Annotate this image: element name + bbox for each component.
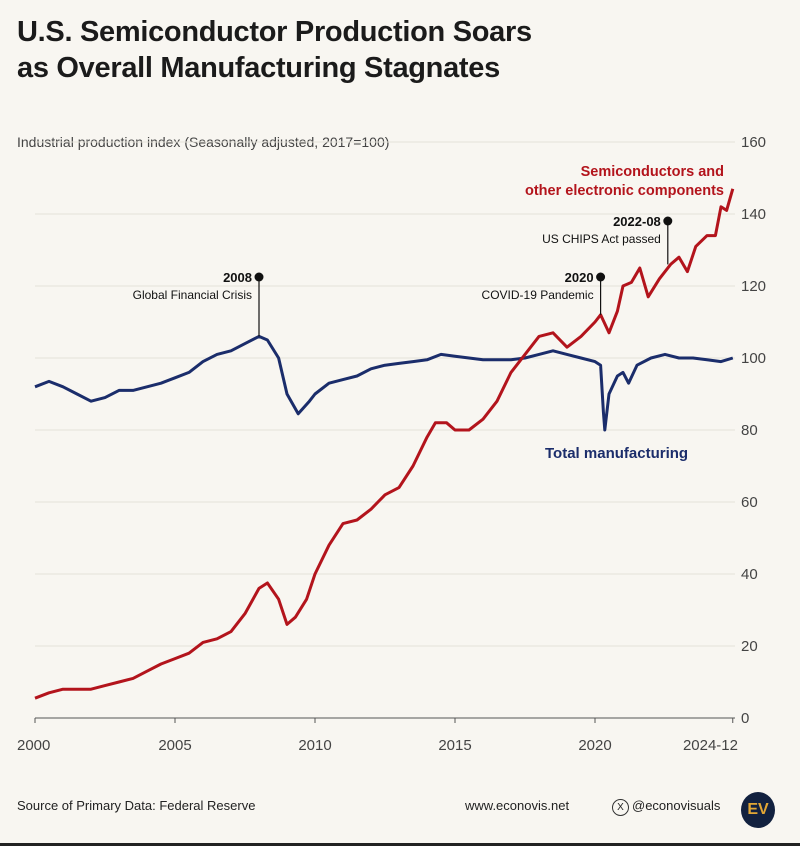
y-tick-label: 60: [741, 494, 758, 511]
y-tick-label: 20: [741, 638, 758, 655]
y-tick-label: 160: [741, 134, 766, 151]
y-tick-label: 120: [741, 278, 766, 295]
annotation-dot: [663, 216, 673, 226]
x-tick-label: 2020: [578, 737, 611, 754]
title-line-1: U.S. Semiconductor Production Soars: [17, 16, 532, 48]
annotation-dot: [596, 272, 606, 282]
chart-title: U.S. Semiconductor Production Soars as O…: [17, 14, 532, 86]
annotation-label: US CHIPS Act passed: [542, 232, 661, 246]
x-tick-label: 2005: [158, 737, 191, 754]
econovis-logo: EV: [741, 792, 775, 828]
x-tick-label: 2000: [17, 737, 50, 754]
social-handle[interactable]: X @econovisuals: [612, 798, 720, 816]
source-note: Source of Primary Data: Federal Reserve: [17, 798, 256, 813]
semis-series-label-1: Semiconductors and: [581, 164, 724, 180]
annotation-date: 2020: [565, 270, 594, 285]
y-tick-label: 40: [741, 566, 758, 583]
handle-text: @econovisuals: [632, 798, 721, 813]
x-tick-label: 2015: [438, 737, 471, 754]
x-tick-label: 2024-12: [683, 737, 738, 754]
bottom-border: [0, 843, 800, 846]
y-tick-label: 100: [741, 350, 766, 367]
title-line-2: as Overall Manufacturing Stagnates: [17, 52, 500, 84]
x-tick-label: 2010: [298, 737, 331, 754]
semiconductors-line: [34, 188, 735, 700]
manufacturing-line: [34, 334, 734, 432]
y-tick-label: 80: [741, 422, 758, 439]
y-tick-label: 0: [741, 710, 749, 727]
manufacturing-series-label: Total manufacturing: [545, 445, 688, 462]
annotation-label: COVID-19 Pandemic: [482, 288, 594, 302]
annotation-dot: [254, 272, 264, 282]
annotation-date: 2008: [223, 270, 252, 285]
annotation-date: 2022-08: [613, 214, 661, 229]
semis-series-label-2: other electronic components: [525, 183, 724, 199]
annotation-label: Global Financial Crisis: [133, 288, 252, 302]
website-link[interactable]: www.econovis.net: [465, 798, 570, 813]
y-tick-label: 140: [741, 206, 766, 223]
x-logo-icon: X: [612, 799, 629, 816]
